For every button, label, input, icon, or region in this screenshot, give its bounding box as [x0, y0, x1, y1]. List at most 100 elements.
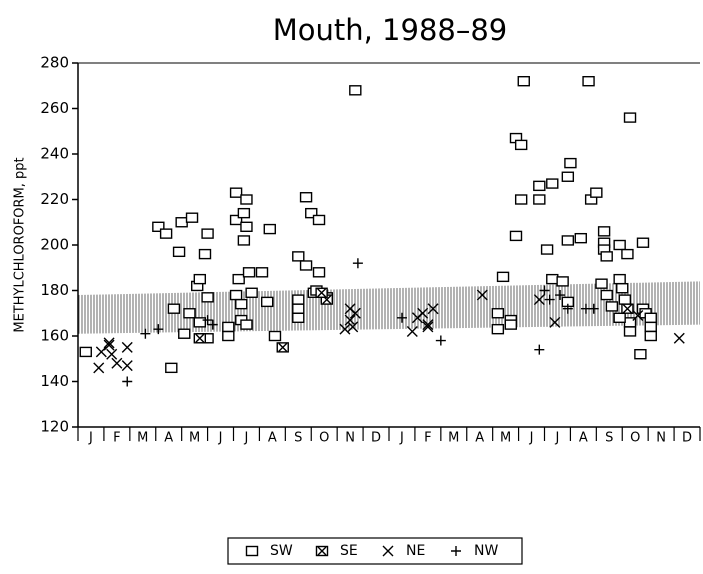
marker-box	[240, 221, 253, 233]
marker-cross	[673, 332, 685, 344]
marker-box	[517, 75, 530, 87]
marker-box	[613, 239, 626, 251]
marker-square	[600, 289, 613, 301]
marker-square	[292, 303, 305, 314]
marker-square	[185, 212, 199, 223]
marker-cross	[111, 357, 123, 369]
marker-square	[232, 273, 245, 285]
marker-box	[167, 303, 181, 314]
marker-box	[299, 260, 313, 271]
marker-square	[504, 319, 518, 330]
marker-x	[93, 362, 105, 374]
marker-square	[613, 312, 626, 323]
marker-box	[237, 235, 251, 246]
y-tick-label: 120	[40, 418, 69, 436]
marker-box	[292, 312, 305, 323]
legend-label: NE	[406, 543, 425, 559]
marker-square	[613, 239, 626, 251]
marker-box	[634, 349, 647, 360]
marker-square	[517, 75, 530, 87]
x-tick-label: M	[137, 431, 148, 446]
marker-square	[193, 273, 207, 285]
marker-square	[229, 187, 243, 198]
marker-box	[263, 223, 276, 235]
marker-square	[618, 294, 632, 305]
y-tick-label: 200	[40, 236, 69, 254]
marker-cross	[121, 341, 133, 353]
x-tick-label: F	[424, 431, 431, 446]
marker-x	[111, 357, 123, 369]
marker-x	[103, 337, 115, 349]
marker-plus	[207, 319, 218, 330]
x-tick-label: J	[555, 431, 560, 446]
marker-box	[193, 273, 207, 285]
x-tick-label: A	[164, 431, 173, 446]
marker-x	[427, 303, 439, 315]
marker-square	[167, 303, 181, 314]
y-tick-label: 280	[40, 54, 69, 72]
legend-label: NW	[474, 543, 498, 559]
marker-box	[172, 246, 186, 258]
marker-square	[242, 267, 256, 278]
marker-square	[514, 194, 528, 205]
marker-square	[255, 267, 269, 278]
marker-square	[595, 278, 608, 289]
y-tick-label: 180	[40, 281, 69, 299]
marker-x	[339, 323, 351, 335]
marker-box	[605, 301, 619, 312]
marker-box	[255, 267, 269, 278]
y-tick-label: 140	[40, 372, 69, 390]
y-tick-label: 220	[40, 190, 69, 208]
marker-square	[561, 171, 575, 182]
marker-x	[106, 348, 118, 360]
x-tick-label: O	[319, 431, 329, 446]
marker-x	[121, 360, 133, 372]
marker-x	[621, 303, 633, 315]
marker-cross	[349, 307, 361, 319]
x-tick-label: D	[682, 431, 692, 446]
marker-plus	[451, 546, 461, 556]
marker-box	[595, 278, 608, 289]
chart-title: Mouth, 1988–89	[273, 13, 508, 47]
marker-square	[312, 214, 326, 226]
marker-box	[260, 296, 274, 308]
marker-cross	[103, 339, 115, 351]
marker-square	[556, 276, 569, 287]
marker-box	[491, 308, 505, 319]
marker-box	[305, 207, 318, 219]
marker-cross	[121, 360, 133, 372]
marker-x	[344, 314, 356, 326]
marker-plus	[435, 335, 446, 346]
marker-box	[574, 232, 587, 244]
marker-square	[292, 294, 305, 305]
marker-square	[240, 194, 253, 205]
marker-square	[245, 287, 258, 298]
marker-box	[152, 221, 165, 233]
marker-square	[514, 139, 528, 151]
marker-box	[590, 187, 603, 198]
marker-square	[540, 244, 554, 255]
marker-square	[240, 319, 253, 330]
x-tick-label: M	[500, 431, 511, 446]
marker-plus	[122, 376, 133, 387]
marker-plus	[140, 328, 151, 339]
marker-square	[623, 112, 637, 123]
marker-square	[183, 308, 196, 319]
marker-cross	[93, 362, 105, 374]
marker-square	[509, 230, 523, 242]
marker-box	[222, 330, 235, 342]
marker-square	[240, 221, 253, 233]
marker-plus	[202, 315, 213, 326]
y-tick-label: 240	[40, 145, 69, 163]
marker-square	[299, 260, 313, 271]
marker-x	[632, 310, 644, 322]
marker-x	[417, 307, 429, 319]
marker-box	[618, 294, 632, 305]
marker-plus	[202, 315, 213, 326]
marker-plus	[352, 258, 363, 269]
marker-square	[263, 223, 276, 235]
marker-box	[159, 228, 173, 239]
marker-box	[198, 248, 212, 260]
marker-x	[673, 332, 685, 344]
